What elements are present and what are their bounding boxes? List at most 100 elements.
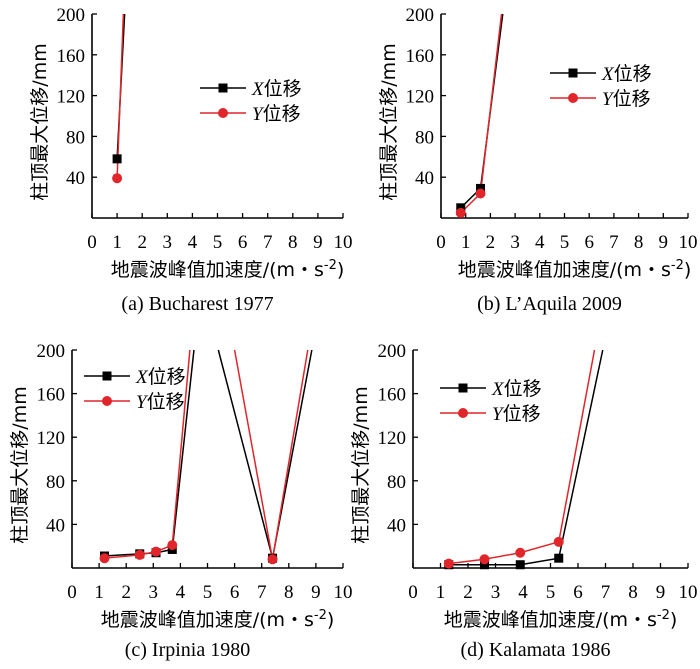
y-tick-label: 200 [57,5,86,26]
y-tick-label: 200 [406,5,435,26]
x-series-point [480,560,489,570]
y-axis-label: 柱顶最大位移/mm [9,386,31,543]
x-series-line [217,349,313,559]
y-axis-label: 柱顶最大位移/mm [350,386,372,543]
y-tick-label: 80 [387,472,406,493]
legend-label: X位移 [601,63,652,85]
legend-marker [218,108,228,118]
panel-caption: (d) Kalamata 1986 [461,639,611,661]
x-tick-label: 3 [491,582,501,603]
x-axis-label: 地震波峰值加速度/(m・s-2) [101,608,335,631]
y-tick-label: 200 [378,341,407,362]
x-series-point [476,183,486,193]
legend-label: X位移 [251,78,302,100]
x-tick-label: 3 [149,582,159,603]
x-tick-label: 10 [679,582,698,603]
y-tick-label: 80 [66,127,85,148]
y-tick-label: 160 [406,46,435,67]
x-tick-label: 3 [510,232,520,253]
x-tick-label: 9 [313,232,323,253]
x-series-point [554,553,564,563]
x-tick-label: 2 [137,232,147,253]
legend-marker [102,371,112,381]
x-series-point [515,560,525,570]
legend-marker [458,408,468,418]
x-tick-label: 4 [176,582,186,603]
y-tick-label: 120 [378,428,407,449]
chart-panel-4: 0 1 2 3 4 5 6 7 8 9 10 40 80 120 160 200 地震波峰值加速度/(m・s-2… [350,341,698,661]
y-tick-label: 40 [66,168,85,189]
x-tick-label: 6 [573,582,583,603]
y-axis-label: 柱顶最大位移/mm [29,43,51,200]
x-tick-label: 4 [535,232,545,253]
y-series-point [479,554,490,565]
x-tick-label: 6 [584,232,594,253]
legend-marker [218,83,228,93]
legend: X位移 Y位移 [550,63,652,110]
y-series-line [460,13,503,214]
x-tick-label: 8 [288,232,298,253]
series-lines [116,13,126,179]
x-tick-label: 7 [601,582,611,603]
x-tick-label: 9 [659,232,669,253]
y-series-point [515,547,526,558]
legend-label: Y位移 [492,403,541,425]
y-series-point [455,207,466,218]
y-tick-label: 80 [415,127,434,148]
chart-panel-1: 0 1 2 3 4 5 6 7 8 9 10 40 80 120 160 200 地震波峰值加速度/(m・s-2… [29,5,353,315]
y-tick-label: 200 [37,341,66,362]
y-axis-label: 柱顶最大位移/mm [378,43,400,200]
x-tick-label: 5 [213,232,223,253]
x-tick-label: 3 [163,232,173,253]
y-series-line [116,13,125,179]
x-tick-label: 8 [628,582,638,603]
legend-marker [568,68,578,78]
y-tick-label: 120 [37,428,66,449]
x-tick-label: 6 [238,232,248,253]
y-tick-label: 40 [46,515,65,536]
x-tick-label: 4 [188,232,198,253]
x-tick-label: 7 [257,582,267,603]
x-axis-label: 地震波峰值加速度/(m・s-2) [111,258,345,281]
y-series-point [553,536,564,547]
legend-label: Y位移 [602,88,651,110]
panel-caption: (a) Bucharest 1977 [121,293,273,315]
x-tick-label: 1 [436,582,446,603]
legend-label: Y位移 [136,391,185,413]
x-series-point [456,203,466,213]
x-tick-label: 7 [609,232,619,253]
y-tick-label: 40 [415,168,434,189]
x-tick-label: 7 [263,232,273,253]
y-series-point [167,540,178,551]
y-tick-label: 80 [46,472,65,493]
y-tick-label: 160 [57,46,86,67]
x-tick-label: 0 [87,232,97,253]
legend: X位移 Y位移 [200,78,302,125]
panel-caption: (b) L’Aquila 2009 [477,293,622,315]
x-tick-label: 4 [518,582,528,603]
y-series-point [151,546,162,557]
legend-label: X位移 [491,378,542,400]
panel-caption: (c) Irpinia 1980 [125,639,251,661]
x-tick-label: 2 [463,582,473,603]
x-tick-label: 8 [284,582,294,603]
legend-marker [458,383,468,393]
chart-panel-2: 0 1 2 3 4 5 6 7 8 9 10 40 80 120 160 200 地震波峰值加速度/(m・s-2… [378,5,698,315]
x-tick-label: 2 [486,232,496,253]
y-series-point [112,173,123,184]
y-series-point [99,553,110,564]
x-tick-label: 1 [112,232,122,253]
x-axis-label: 地震波峰值加速度/(m・s-2) [444,608,678,631]
legend-label: X位移 [135,366,186,388]
x-tick-label: 9 [311,582,321,603]
x-tick-label: 10 [334,582,353,603]
legend: X位移 Y位移 [84,366,186,413]
legend-marker [102,396,112,406]
x-tick-label: 0 [436,232,446,253]
x-tick-label: 2 [121,582,131,603]
x-series-point [112,154,122,164]
x-tick-label: 1 [94,582,104,603]
x-tick-label: 5 [546,582,556,603]
legend-label: Y位移 [252,103,301,125]
y-series-point [443,558,454,569]
